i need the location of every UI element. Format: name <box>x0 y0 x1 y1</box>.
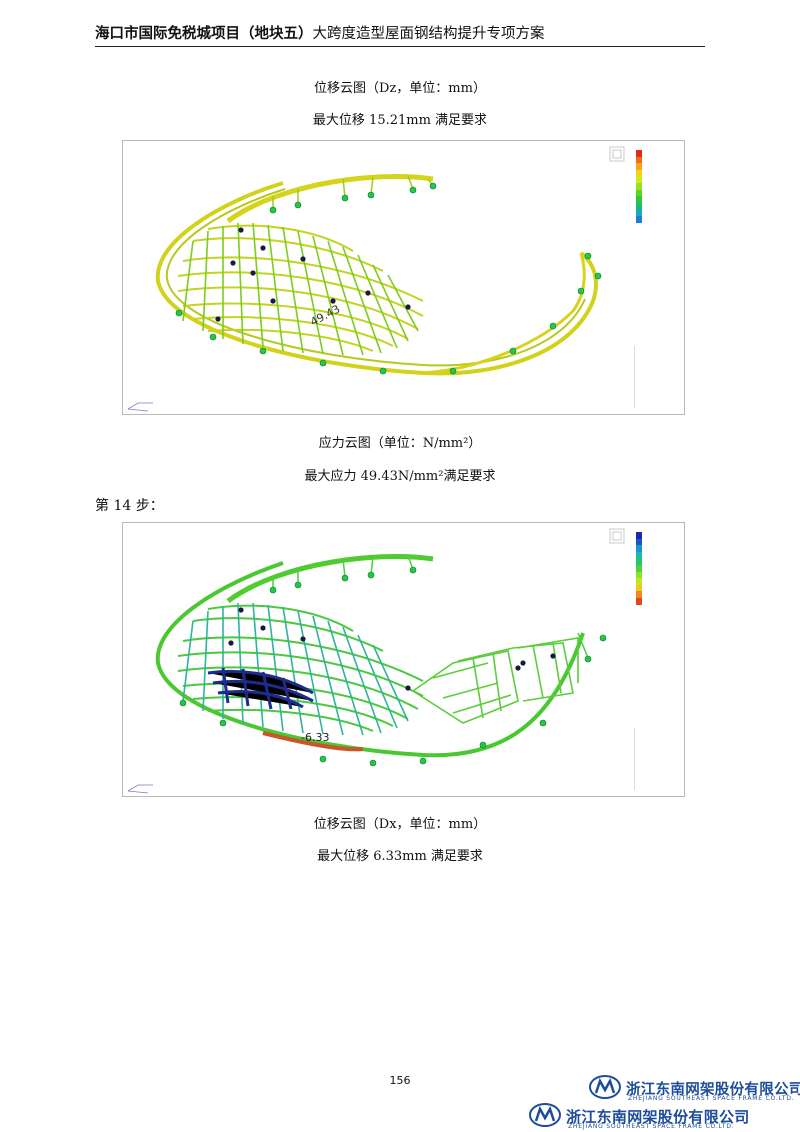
figure1-legend-swatch <box>636 163 642 170</box>
figure1-legend-swatch <box>636 150 642 157</box>
figure1-legend-row <box>636 189 682 197</box>
figure1-legend-swatch <box>636 215 642 223</box>
figure2-legend-row <box>636 545 682 552</box>
figure1-caption-top: 位移云图（Dz，单位：mm） <box>314 81 486 96</box>
figure1-caption-result: 最大位移 15.21mm 满足要求 <box>312 113 488 128</box>
figure2-legend-swatch <box>636 551 642 559</box>
step-label: 第 14 步： <box>95 498 164 514</box>
figure2-legend-swatch <box>636 578 642 585</box>
figure2-legend-swatch <box>636 532 642 539</box>
figure1-legend-row <box>636 182 682 190</box>
figure1-legend-scale <box>636 150 682 223</box>
figure2-legend-swatch <box>636 597 642 605</box>
figure2-legend-swatch <box>636 558 642 565</box>
figure1-legend-swatch <box>636 189 642 197</box>
company-name-en: ZHEJIANG SOUTHEAST SPACE FRAME CO.LTD. <box>628 1095 795 1102</box>
figure2-annotation: -6.33 <box>301 731 329 744</box>
figure2-structure-graphic: -6.33 <box>127 528 670 794</box>
figure2-info-box <box>634 728 681 790</box>
figure1-legend-row <box>636 150 682 157</box>
header-title-bold: 海口市国际免税城项目（地块五） <box>95 26 313 42</box>
figure2-legend-swatch <box>636 571 642 579</box>
figure1-info-box <box>634 346 681 408</box>
figure1-legend-swatch <box>636 209 642 216</box>
stress-caption: 应力云图（单位：N/mm²） <box>318 436 482 451</box>
figure2-legend-swatch <box>636 591 642 598</box>
figure2-caption-bottom-result: 最大位移 6.33mm 满足要求 <box>317 849 483 864</box>
figure2-legend-row <box>636 551 682 559</box>
figure1-legend-row <box>636 169 682 177</box>
figure2-legend-swatch <box>636 584 642 592</box>
figure2-legend-row <box>636 571 682 579</box>
figure2-legend-row <box>636 591 682 598</box>
figure2-legend-swatch <box>636 538 642 546</box>
figure2-legend-row <box>636 564 682 572</box>
figure1-caption-bottom: 应力云图（单位：N/mm²） <box>0 432 800 451</box>
figure2-legend-swatch <box>636 564 642 572</box>
figure2-legend-swatch <box>636 545 642 552</box>
company-emblem-icon <box>529 1103 561 1127</box>
figure1-legend-row <box>636 196 682 203</box>
company-name-en-2: ZHEJIANG SOUTHEAST SPACE FRAME CO.LTD. <box>568 1123 735 1130</box>
figure2-legend-row <box>636 538 682 546</box>
page-header: 海口市国际免税城项目（地块五）大跨度造型屋面钢结构提升专项方案 <box>95 22 705 47</box>
figure1-legend-swatch <box>636 169 642 177</box>
figure1-legend-row <box>636 202 682 210</box>
figure1-legend-row <box>636 209 682 216</box>
figure2-caption-bottom: 位移云图（Dx，单位：mm） <box>313 817 487 832</box>
figure1-legend-row <box>636 215 682 223</box>
figure1-legend-row <box>636 156 682 164</box>
figure1-legend <box>636 145 682 223</box>
figure2-legend-scale <box>636 532 682 605</box>
figure2-legend-row <box>636 584 682 592</box>
figure1-legend-swatch <box>636 202 642 210</box>
company-emblem-icon <box>589 1075 621 1099</box>
header-title-rest: 大跨度造型屋面钢结构提升专项方案 <box>312 26 545 42</box>
figure2-legend-row <box>636 532 682 539</box>
figure1-legend-swatch <box>636 196 642 203</box>
figure2-displacement-contour: -6.33 <box>122 522 685 797</box>
figure2-legend-row <box>636 558 682 565</box>
figure2-legend-row <box>636 597 682 605</box>
figure1-legend-swatch <box>636 182 642 190</box>
figure2-legend <box>636 527 682 605</box>
figure1-legend-swatch <box>636 176 642 183</box>
stress-caption-result: 最大应力 49.43N/mm²满足要求 <box>304 469 496 484</box>
figure1-legend-row <box>636 176 682 183</box>
figure1-legend-row <box>636 163 682 170</box>
figure1-caption-bottom-result: 最大应力 49.43N/mm²满足要求 <box>0 465 800 484</box>
figure1-stress-contour: 49.43 <box>122 140 685 415</box>
page-number: 156 <box>389 1074 411 1087</box>
figure2-legend-row <box>636 578 682 585</box>
figure1-legend-swatch <box>636 156 642 164</box>
company-name-cn: 浙江东南网架股份有限公司 <box>626 1082 800 1098</box>
company-name-cn-2: 浙江东南网架股份有限公司 <box>566 1108 750 1126</box>
figure1-structure-graphic: 49.43 <box>127 146 670 412</box>
